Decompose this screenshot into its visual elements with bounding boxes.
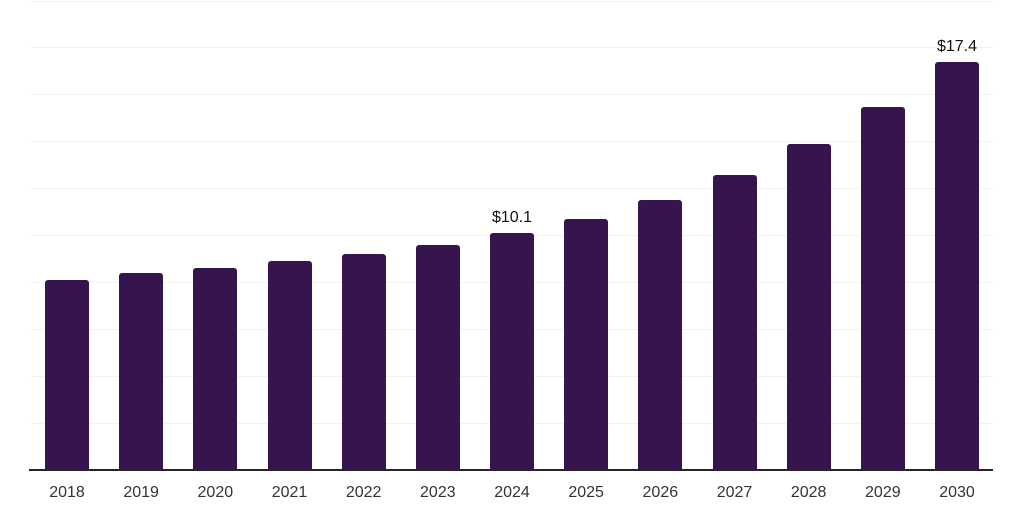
value-label-2030: $17.4 — [936, 37, 978, 55]
x-tick-label-2028: 2028 — [790, 484, 827, 501]
bar-2023 — [415, 244, 460, 470]
gridline — [30, 47, 993, 49]
bar-2020 — [193, 268, 238, 470]
x-tick-label-2027: 2027 — [716, 484, 753, 501]
x-tick-label-2023: 2023 — [420, 484, 456, 501]
gridline — [30, 141, 993, 143]
bar-2025 — [564, 219, 609, 470]
x-tick-label-2024: 2024 — [494, 484, 530, 501]
bar-2018 — [45, 280, 89, 470]
x-tick-label-2018: 2018 — [49, 484, 85, 501]
x-tick-label-2026: 2026 — [642, 484, 679, 501]
x-tick-label-2019: 2019 — [123, 484, 159, 501]
bar-2022 — [341, 254, 386, 470]
bar-2029 — [860, 106, 905, 470]
bar-2024 — [490, 233, 534, 470]
x-tick-label-2025: 2025 — [568, 484, 604, 501]
gridline — [30, 94, 993, 96]
bar-2021 — [267, 261, 312, 470]
gridline — [30, 188, 993, 190]
x-tick-label-2022: 2022 — [345, 484, 382, 501]
bar-2028 — [786, 144, 831, 470]
x-tick-label-2030: 2030 — [939, 484, 975, 501]
value-label-2024: $10.1 — [491, 209, 533, 227]
bar-2030 — [935, 61, 979, 470]
bar-2019 — [119, 273, 164, 470]
x-tick-label-2021: 2021 — [271, 484, 308, 501]
bar-2026 — [638, 200, 683, 470]
x-tick-label-2020: 2020 — [197, 484, 234, 501]
bar-2027 — [712, 174, 757, 470]
x-tick-label-2029: 2029 — [865, 484, 901, 501]
x-axis-line — [29, 469, 993, 471]
gridline — [30, 0, 993, 2]
